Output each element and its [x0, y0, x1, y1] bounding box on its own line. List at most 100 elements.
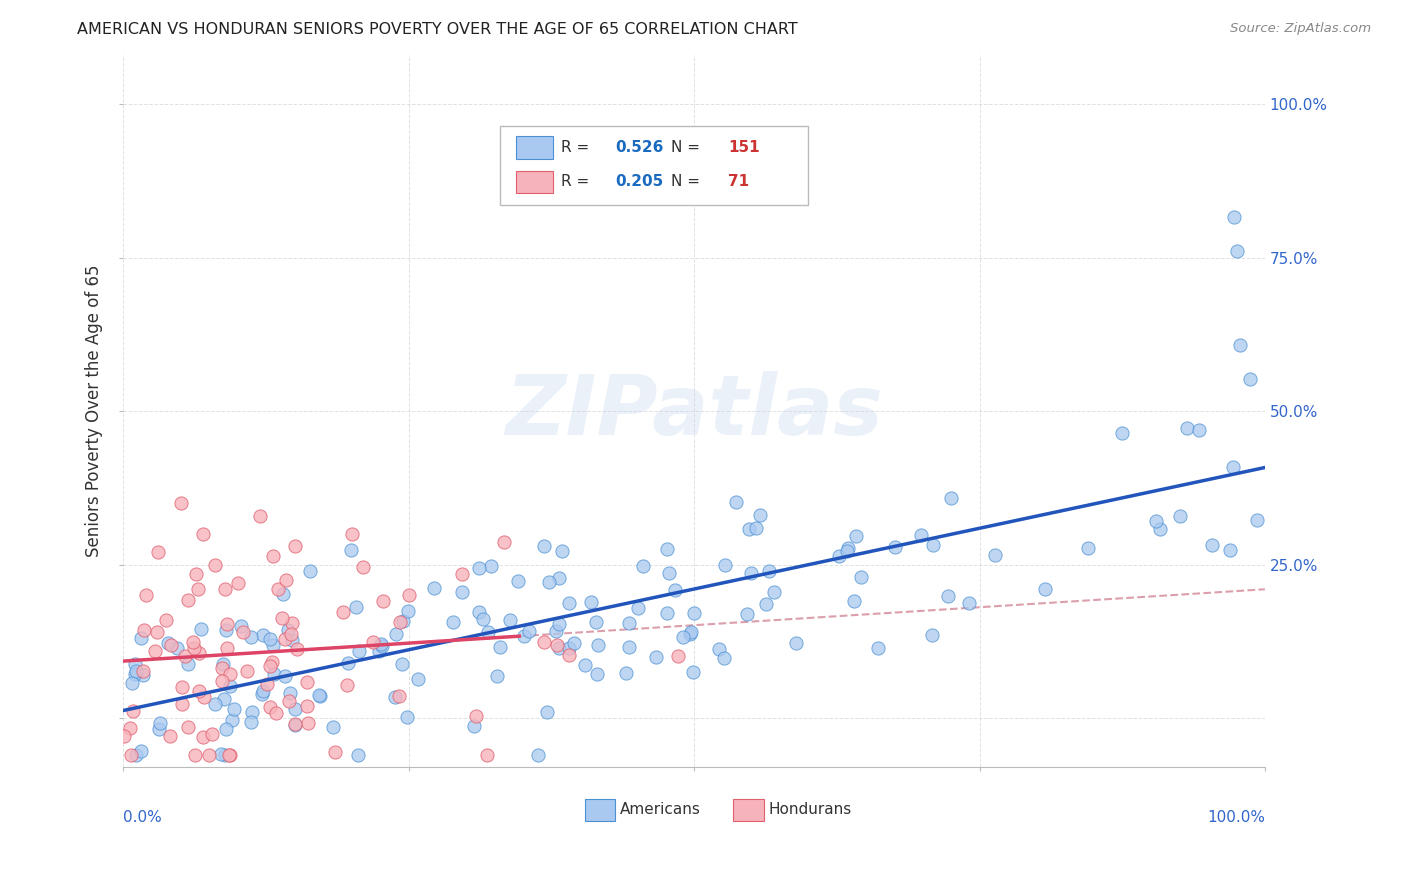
Point — [451, 566, 474, 581]
Point — [284, 718, 307, 732]
Point — [1168, 509, 1191, 524]
Point — [239, 715, 262, 730]
Point — [391, 615, 413, 629]
Point — [347, 747, 370, 762]
Point — [658, 566, 681, 580]
Point — [547, 640, 569, 655]
Point — [299, 564, 322, 578]
Point — [190, 622, 212, 636]
Point — [373, 594, 395, 608]
Point — [477, 624, 499, 639]
Y-axis label: Seniors Poverty Over the Age of 65: Seniors Poverty Over the Age of 65 — [86, 265, 103, 558]
Point — [229, 618, 252, 632]
Point — [740, 566, 762, 580]
Point — [125, 747, 148, 762]
Point — [785, 636, 807, 650]
Point — [579, 595, 602, 609]
Point — [1222, 460, 1244, 475]
Point — [347, 643, 370, 657]
Point — [252, 628, 274, 642]
Point — [121, 704, 143, 718]
Point — [758, 564, 780, 578]
Point — [336, 677, 359, 691]
Point — [744, 521, 766, 535]
Point — [1033, 582, 1056, 596]
Point — [492, 535, 515, 549]
Point — [517, 624, 540, 639]
Point — [132, 623, 155, 637]
FancyBboxPatch shape — [501, 127, 808, 204]
Point — [627, 601, 650, 615]
Point — [398, 588, 420, 602]
Point — [396, 604, 419, 618]
Point — [219, 666, 242, 681]
Text: N =: N = — [671, 175, 706, 189]
Point — [385, 627, 408, 641]
Point — [160, 638, 183, 652]
Point — [174, 648, 197, 663]
Point — [486, 669, 509, 683]
Point — [256, 677, 278, 691]
Point — [749, 508, 772, 523]
Point — [586, 666, 609, 681]
Point — [188, 646, 211, 660]
Point — [617, 615, 640, 630]
FancyBboxPatch shape — [516, 170, 553, 194]
Point — [252, 683, 274, 698]
Point — [574, 658, 596, 673]
Text: Hondurans: Hondurans — [768, 803, 852, 817]
Point — [468, 605, 491, 619]
Point — [121, 675, 143, 690]
Point — [1076, 541, 1098, 555]
Point — [558, 648, 581, 662]
Point — [274, 573, 297, 587]
Point — [278, 686, 301, 700]
Point — [211, 657, 233, 671]
Point — [1201, 538, 1223, 552]
Point — [274, 669, 297, 683]
Text: 151: 151 — [728, 140, 761, 155]
Point — [1111, 426, 1133, 441]
Point — [558, 596, 581, 610]
Point — [148, 722, 170, 736]
Text: R =: R = — [561, 175, 593, 189]
Text: AMERICAN VS HONDURAN SENIORS POVERTY OVER THE AGE OF 65 CORRELATION CHART: AMERICAN VS HONDURAN SENIORS POVERTY OVE… — [77, 22, 799, 37]
Point — [322, 720, 344, 734]
Point — [170, 680, 193, 694]
Point — [489, 640, 512, 654]
Point — [214, 582, 236, 597]
Point — [1187, 424, 1209, 438]
Text: N =: N = — [671, 140, 706, 155]
Point — [395, 710, 418, 724]
Point — [184, 747, 207, 762]
Point — [984, 548, 1007, 562]
Point — [112, 729, 135, 743]
Point — [370, 637, 392, 651]
Point — [837, 541, 859, 556]
Point — [252, 687, 274, 701]
Point — [198, 747, 221, 762]
Point — [842, 593, 865, 607]
Point — [295, 699, 318, 714]
Point — [267, 582, 290, 597]
Point — [441, 615, 464, 630]
Text: 71: 71 — [728, 175, 749, 189]
Point — [672, 631, 695, 645]
Point — [332, 605, 354, 619]
FancyBboxPatch shape — [516, 136, 553, 159]
Point — [936, 589, 959, 603]
Point — [212, 692, 235, 706]
Point — [218, 747, 240, 762]
Point — [183, 641, 205, 656]
Point — [1229, 337, 1251, 351]
Point — [1144, 514, 1167, 528]
Point — [508, 574, 530, 588]
Point — [835, 544, 858, 558]
Point — [240, 630, 263, 644]
Point — [135, 588, 157, 602]
Point — [389, 615, 412, 629]
Point — [957, 597, 980, 611]
Point — [278, 694, 301, 708]
Point — [713, 558, 735, 572]
Point — [546, 638, 568, 652]
